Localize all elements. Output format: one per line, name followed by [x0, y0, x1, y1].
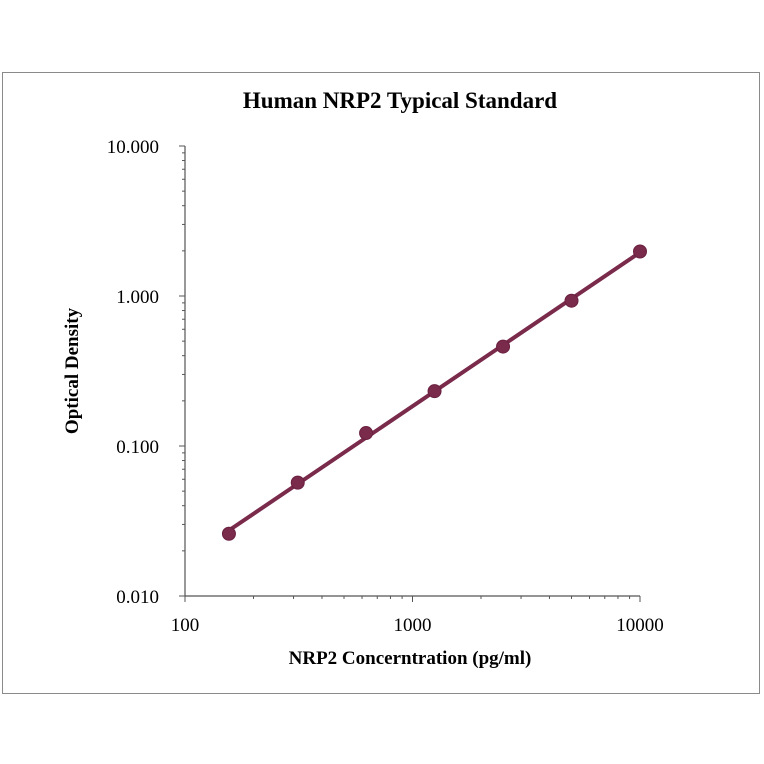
- data-point: [564, 293, 579, 308]
- data-point: [290, 475, 305, 490]
- y-axis-label: Optical Density: [62, 307, 83, 434]
- series-points: [221, 244, 647, 541]
- data-point: [633, 244, 647, 259]
- x-tick-label: 1000: [394, 615, 432, 636]
- data-point: [496, 339, 511, 354]
- axes: [179, 145, 641, 602]
- tick-labels: 10.000 1.000 0.100 0.010 100 1000 10000: [107, 137, 664, 636]
- data-point: [221, 526, 236, 541]
- y-tick-label: 1.000: [116, 287, 159, 308]
- chart-frame: [2, 72, 760, 694]
- y-tick-label: 10.000: [107, 137, 159, 158]
- data-point: [359, 426, 374, 441]
- x-axis-label: NRP2 Concerntration (pg/ml): [289, 648, 532, 669]
- y-tick-label: 0.100: [116, 437, 159, 458]
- chart-title: Human NRP2 Typical Standard: [243, 88, 557, 113]
- x-tick-label: 100: [171, 615, 200, 636]
- data-point: [427, 384, 442, 399]
- y-tick-label: 0.010: [116, 587, 159, 608]
- x-tick-label: 10000: [616, 615, 664, 636]
